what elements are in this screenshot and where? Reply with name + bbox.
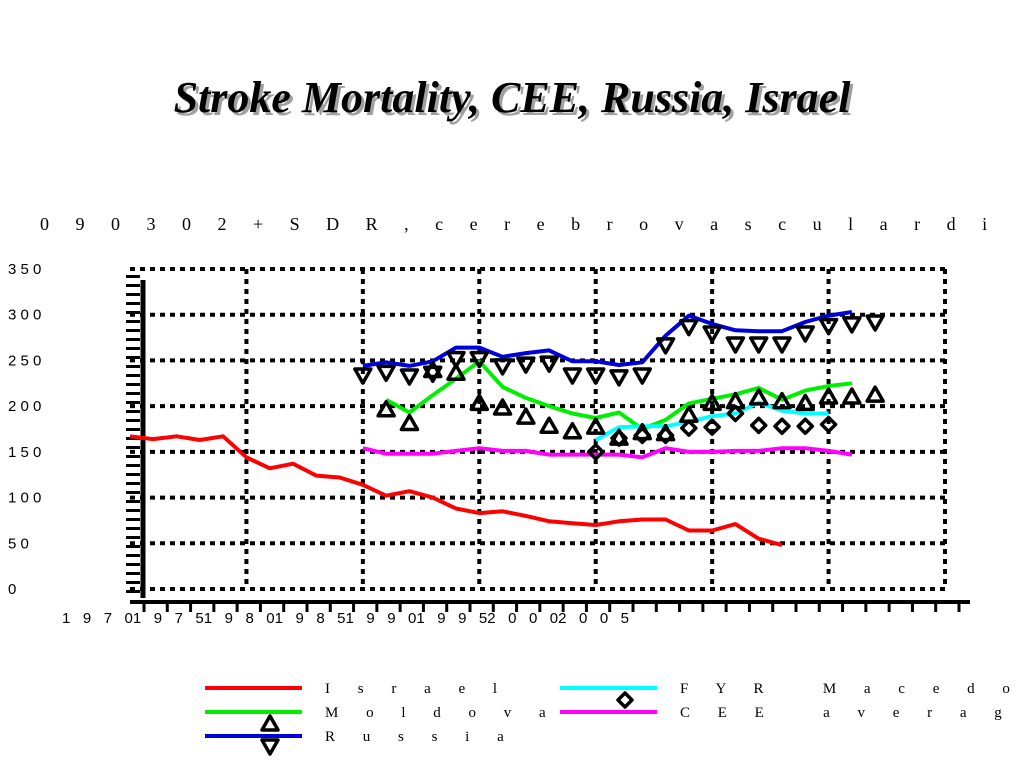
data-point-marker	[376, 364, 396, 383]
legend-marker	[616, 691, 634, 709]
data-point-marker	[446, 350, 466, 369]
data-point-marker	[632, 367, 653, 385]
data-point-marker	[842, 316, 862, 334]
y-tick-label: 0	[8, 581, 16, 598]
data-point-marker	[562, 367, 583, 385]
legend-label: C E E a v e r a g e	[680, 705, 1024, 721]
data-point-marker	[469, 350, 490, 369]
data-point-marker	[818, 317, 839, 336]
data-point-marker	[748, 388, 769, 406]
data-point-marker	[795, 393, 816, 412]
data-point-marker	[516, 407, 536, 425]
data-point-marker	[422, 365, 443, 383]
chart-title: Stroke Mortality, CEE, Russia, Israel	[173, 73, 851, 122]
y-tick-label: 5 0	[8, 535, 29, 552]
data-point-marker	[749, 416, 768, 435]
data-point-marker	[353, 367, 373, 385]
data-point-marker	[680, 419, 698, 437]
data-point-marker	[399, 413, 420, 432]
data-point-marker	[446, 363, 466, 381]
chart-subtitle: 0 9 0 3 0 2 + S D R , c e r e b r o v a …	[40, 214, 999, 234]
data-point-marker	[610, 429, 628, 447]
data-point-marker	[819, 415, 838, 434]
data-point-marker	[422, 360, 443, 379]
legend-label: I s r a e l	[325, 681, 509, 697]
x-tick-labels: 1 9 7 01 9 7 51 9 8 01 9 8 51 9 9 01 9 9…	[62, 610, 629, 627]
legend-marker	[260, 738, 280, 756]
y-tick-label: 1 5 0	[8, 444, 41, 461]
y-tick-label: 2 5 0	[8, 352, 41, 369]
data-point-marker	[586, 443, 605, 461]
data-point-marker	[772, 336, 792, 354]
data-point-marker	[492, 398, 513, 416]
data-point-marker	[539, 355, 559, 373]
series-markers	[353, 314, 885, 461]
data-point-marker	[772, 391, 792, 410]
data-point-marker	[539, 416, 559, 435]
y-tick-label: 3 5 0	[8, 261, 41, 278]
legend-label: R u s s i a	[325, 729, 516, 745]
data-point-marker	[609, 369, 629, 387]
data-point-marker	[679, 318, 699, 337]
data-point-marker	[703, 418, 721, 436]
data-point-marker	[796, 417, 815, 436]
y-tick-label: 3 0 0	[8, 307, 41, 324]
data-point-marker	[633, 426, 652, 445]
data-point-marker	[655, 337, 676, 355]
data-point-marker	[492, 358, 513, 376]
data-point-marker	[562, 421, 583, 440]
y-tick-label: 1 0 0	[8, 490, 41, 507]
y-tick-label: 2 0 0	[8, 398, 41, 415]
data-point-marker	[725, 336, 746, 354]
data-point-marker	[399, 368, 420, 386]
data-point-marker	[702, 393, 722, 412]
data-point-marker	[376, 400, 396, 418]
data-point-marker	[469, 393, 490, 412]
legend-label: M o l d o v a	[325, 705, 558, 721]
data-point-marker	[726, 404, 745, 423]
series-line	[594, 400, 829, 442]
series-lines	[129, 310, 853, 548]
series-line	[385, 359, 853, 431]
data-point-marker	[842, 387, 862, 405]
data-point-marker	[585, 417, 606, 435]
legend-marker	[260, 714, 280, 732]
series-line	[362, 446, 853, 460]
data-point-marker	[656, 426, 675, 445]
data-point-marker	[585, 367, 606, 385]
data-point-marker	[748, 336, 769, 354]
series-line	[129, 434, 783, 548]
legend-label: F Y R M a c e d o	[680, 681, 1022, 697]
data-point-marker	[865, 314, 885, 332]
legend: I s r a e l M o l d o v a R u s s i a F Y R…	[205, 681, 1024, 756]
data-point-marker	[795, 325, 816, 343]
data-point-marker	[516, 356, 536, 374]
data-point-marker	[773, 417, 791, 436]
series-line	[362, 310, 853, 368]
data-point-marker	[865, 385, 885, 403]
data-point-marker	[818, 387, 839, 405]
data-point-marker	[702, 325, 722, 343]
